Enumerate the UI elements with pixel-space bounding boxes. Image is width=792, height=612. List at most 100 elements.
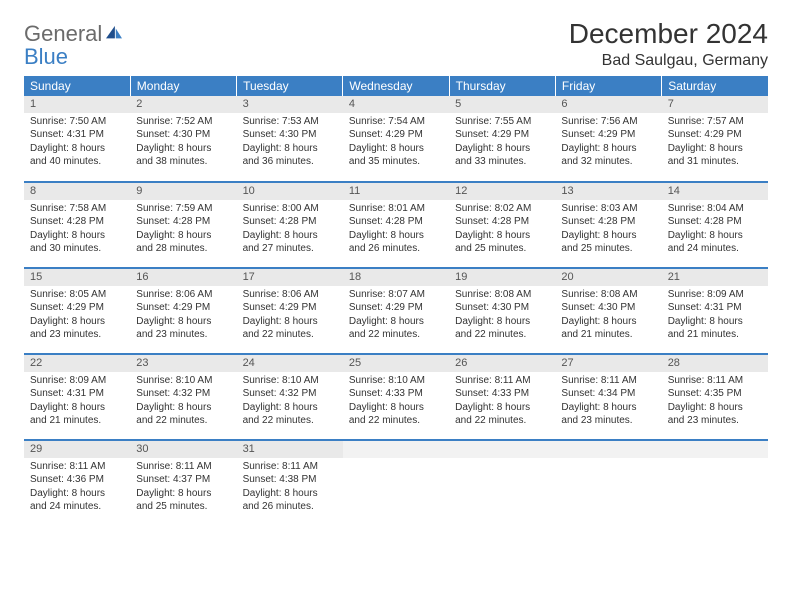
weekday-header: Monday — [130, 76, 236, 96]
sunset-line: Sunset: 4:28 PM — [243, 215, 337, 229]
sunrise-line: Sunrise: 8:11 AM — [243, 460, 337, 474]
sunrise-line: Sunrise: 7:54 AM — [349, 115, 443, 129]
sunset-line: Sunset: 4:29 PM — [668, 128, 762, 142]
sunrise-line: Sunrise: 7:58 AM — [30, 202, 124, 216]
sunrise-line: Sunrise: 8:09 AM — [668, 288, 762, 302]
daylight-line: Daylight: 8 hours and 22 minutes. — [349, 315, 443, 342]
day-content: Sunrise: 7:58 AMSunset: 4:28 PMDaylight:… — [24, 200, 130, 260]
daylight-line: Daylight: 8 hours and 24 minutes. — [30, 487, 124, 514]
day-content: Sunrise: 8:07 AMSunset: 4:29 PMDaylight:… — [343, 286, 449, 346]
day-number: 20 — [555, 269, 661, 286]
day-content: Sunrise: 8:11 AMSunset: 4:34 PMDaylight:… — [555, 372, 661, 432]
day-content: Sunrise: 8:10 AMSunset: 4:33 PMDaylight:… — [343, 372, 449, 432]
daylight-line: Daylight: 8 hours and 22 minutes. — [455, 401, 549, 428]
day-content: Sunrise: 8:02 AMSunset: 4:28 PMDaylight:… — [449, 200, 555, 260]
sunset-line: Sunset: 4:30 PM — [561, 301, 655, 315]
sunset-line: Sunset: 4:29 PM — [349, 128, 443, 142]
daylight-line: Daylight: 8 hours and 32 minutes. — [561, 142, 655, 169]
day-cell: 23Sunrise: 8:10 AMSunset: 4:32 PMDayligh… — [130, 354, 236, 440]
sunrise-line: Sunrise: 8:10 AM — [349, 374, 443, 388]
weekday-header: Sunday — [24, 76, 130, 96]
day-content: Sunrise: 8:11 AMSunset: 4:36 PMDaylight:… — [24, 458, 130, 518]
day-cell: 13Sunrise: 8:03 AMSunset: 4:28 PMDayligh… — [555, 182, 661, 268]
daylight-line: Daylight: 8 hours and 22 minutes. — [243, 315, 337, 342]
day-number: 18 — [343, 269, 449, 286]
day-cell: 9Sunrise: 7:59 AMSunset: 4:28 PMDaylight… — [130, 182, 236, 268]
day-cell: 5Sunrise: 7:55 AMSunset: 4:29 PMDaylight… — [449, 96, 555, 182]
day-number: 16 — [130, 269, 236, 286]
sunrise-line: Sunrise: 8:08 AM — [455, 288, 549, 302]
calendar-row: 1Sunrise: 7:50 AMSunset: 4:31 PMDaylight… — [24, 96, 768, 182]
sunset-line: Sunset: 4:34 PM — [561, 387, 655, 401]
day-cell: 2Sunrise: 7:52 AMSunset: 4:30 PMDaylight… — [130, 96, 236, 182]
sunset-line: Sunset: 4:28 PM — [30, 215, 124, 229]
sunrise-line: Sunrise: 8:00 AM — [243, 202, 337, 216]
day-number: 19 — [449, 269, 555, 286]
sunset-line: Sunset: 4:29 PM — [30, 301, 124, 315]
sunset-line: Sunset: 4:30 PM — [136, 128, 230, 142]
day-content: Sunrise: 8:10 AMSunset: 4:32 PMDaylight:… — [130, 372, 236, 432]
day-content: Sunrise: 7:55 AMSunset: 4:29 PMDaylight:… — [449, 113, 555, 173]
sunset-line: Sunset: 4:28 PM — [455, 215, 549, 229]
sunset-line: Sunset: 4:31 PM — [668, 301, 762, 315]
day-cell: 29Sunrise: 8:11 AMSunset: 4:36 PMDayligh… — [24, 440, 130, 526]
logo-text-general: General — [24, 21, 102, 46]
day-cell: 30Sunrise: 8:11 AMSunset: 4:37 PMDayligh… — [130, 440, 236, 526]
sunrise-line: Sunrise: 8:07 AM — [349, 288, 443, 302]
daylight-line: Daylight: 8 hours and 38 minutes. — [136, 142, 230, 169]
daylight-line: Daylight: 8 hours and 22 minutes. — [455, 315, 549, 342]
daylight-line: Daylight: 8 hours and 30 minutes. — [30, 229, 124, 256]
sunset-line: Sunset: 4:38 PM — [243, 473, 337, 487]
day-content: Sunrise: 8:11 AMSunset: 4:33 PMDaylight:… — [449, 372, 555, 432]
day-content: Sunrise: 8:05 AMSunset: 4:29 PMDaylight:… — [24, 286, 130, 346]
daylight-line: Daylight: 8 hours and 22 minutes. — [136, 401, 230, 428]
day-cell: 15Sunrise: 8:05 AMSunset: 4:29 PMDayligh… — [24, 268, 130, 354]
sunset-line: Sunset: 4:28 PM — [561, 215, 655, 229]
sunset-line: Sunset: 4:30 PM — [455, 301, 549, 315]
day-cell: 6Sunrise: 7:56 AMSunset: 4:29 PMDaylight… — [555, 96, 661, 182]
sunset-line: Sunset: 4:30 PM — [243, 128, 337, 142]
sunset-line: Sunset: 4:28 PM — [136, 215, 230, 229]
daylight-line: Daylight: 8 hours and 40 minutes. — [30, 142, 124, 169]
day-content: Sunrise: 7:53 AMSunset: 4:30 PMDaylight:… — [237, 113, 343, 173]
day-content: Sunrise: 8:03 AMSunset: 4:28 PMDaylight:… — [555, 200, 661, 260]
day-content: Sunrise: 8:09 AMSunset: 4:31 PMDaylight:… — [662, 286, 768, 346]
logo-text-blue: Blue — [24, 44, 68, 69]
sunset-line: Sunset: 4:29 PM — [349, 301, 443, 315]
day-number: 13 — [555, 183, 661, 200]
daylight-line: Daylight: 8 hours and 21 minutes. — [561, 315, 655, 342]
daylight-line: Daylight: 8 hours and 27 minutes. — [243, 229, 337, 256]
day-number: 27 — [555, 355, 661, 372]
day-cell: 19 Sunrise: 8:08 AMSunset: 4:30 PMDayligh… — [449, 268, 555, 354]
empty-day — [343, 440, 449, 526]
empty-day — [449, 440, 555, 526]
day-number: 21 — [662, 269, 768, 286]
sunrise-line: Sunrise: 8:11 AM — [30, 460, 124, 474]
day-cell: 14Sunrise: 8:04 AMSunset: 4:28 PMDayligh… — [662, 182, 768, 268]
day-number: 29 — [24, 441, 130, 458]
sunset-line: Sunset: 4:37 PM — [136, 473, 230, 487]
daylight-line: Daylight: 8 hours and 22 minutes. — [243, 401, 337, 428]
day-cell: 20Sunrise: 8:08 AMSunset: 4:30 PMDayligh… — [555, 268, 661, 354]
sunrise-line: Sunrise: 7:53 AM — [243, 115, 337, 129]
day-number: 9 — [130, 183, 236, 200]
day-cell: 7Sunrise: 7:57 AMSunset: 4:29 PMDaylight… — [662, 96, 768, 182]
month-title: December 2024 — [569, 18, 768, 50]
sunrise-line: Sunrise: 8:05 AM — [30, 288, 124, 302]
sunset-line: Sunset: 4:31 PM — [30, 128, 124, 142]
day-number: 5 — [449, 96, 555, 113]
sunset-line: Sunset: 4:36 PM — [30, 473, 124, 487]
day-number: 31 — [237, 441, 343, 458]
sunrise-line: Sunrise: 8:09 AM — [30, 374, 124, 388]
daylight-line: Daylight: 8 hours and 25 minutes. — [561, 229, 655, 256]
day-content: Sunrise: 8:01 AMSunset: 4:28 PMDaylight:… — [343, 200, 449, 260]
weekday-header: Thursday — [449, 76, 555, 96]
daylight-line: Daylight: 8 hours and 21 minutes. — [30, 401, 124, 428]
sunset-line: Sunset: 4:33 PM — [455, 387, 549, 401]
weekday-header: Wednesday — [343, 76, 449, 96]
day-content: Sunrise: 7:57 AMSunset: 4:29 PMDaylight:… — [662, 113, 768, 173]
day-number: 8 — [24, 183, 130, 200]
sunrise-line: Sunrise: 8:04 AM — [668, 202, 762, 216]
sunrise-line: Sunrise: 8:01 AM — [349, 202, 443, 216]
day-cell: 24Sunrise: 8:10 AMSunset: 4:32 PMDayligh… — [237, 354, 343, 440]
